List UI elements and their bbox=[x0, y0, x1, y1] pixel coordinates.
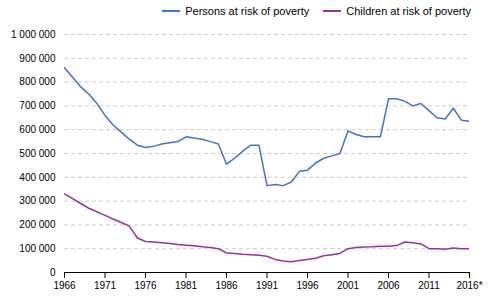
svg-text:500 000: 500 000 bbox=[19, 148, 56, 159]
svg-text:1976: 1976 bbox=[134, 280, 157, 291]
svg-text:1 000 000: 1 000 000 bbox=[11, 29, 56, 40]
svg-text:900 000: 900 000 bbox=[19, 53, 56, 64]
svg-text:600 000: 600 000 bbox=[19, 124, 56, 135]
svg-text:1966: 1966 bbox=[53, 280, 76, 291]
svg-text:1991: 1991 bbox=[256, 280, 279, 291]
svg-text:0: 0 bbox=[50, 267, 56, 278]
svg-text:300 000: 300 000 bbox=[19, 195, 56, 206]
svg-text:2011: 2011 bbox=[418, 280, 440, 291]
svg-text:2016*: 2016* bbox=[456, 280, 482, 291]
svg-text:400 000: 400 000 bbox=[19, 172, 56, 183]
svg-text:800 000: 800 000 bbox=[19, 76, 56, 87]
svg-text:200 000: 200 000 bbox=[19, 219, 56, 230]
svg-text:2001: 2001 bbox=[337, 280, 360, 291]
html-text:Persons at risk of poverty: Persons at risk of poverty bbox=[185, 5, 310, 17]
svg-text:1986: 1986 bbox=[215, 280, 238, 291]
html-text:Children at risk of poverty: Children at risk of poverty bbox=[346, 5, 471, 17]
svg-text:1981: 1981 bbox=[175, 280, 198, 291]
svg-text:700 000: 700 000 bbox=[19, 100, 56, 111]
svg-text:2006: 2006 bbox=[377, 280, 400, 291]
svg-text:1971: 1971 bbox=[94, 280, 117, 291]
svg-text:1996: 1996 bbox=[296, 280, 319, 291]
svg-text:100 000: 100 000 bbox=[19, 243, 56, 254]
